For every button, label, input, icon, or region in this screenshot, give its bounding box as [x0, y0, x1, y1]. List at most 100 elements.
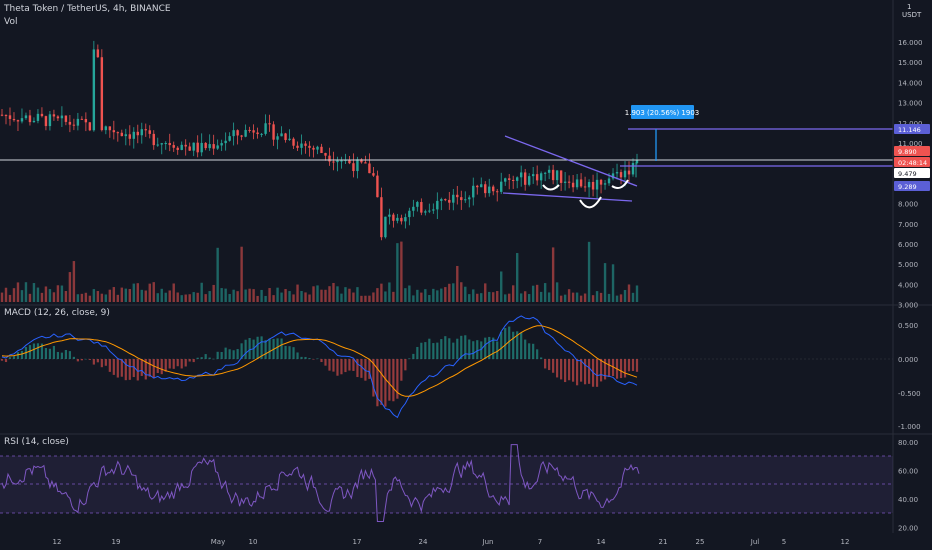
volume-bar	[392, 291, 395, 302]
volume-bar	[124, 288, 128, 302]
volume-bar	[484, 283, 487, 302]
volume-bar	[388, 282, 391, 302]
macd-histogram-bar	[548, 359, 551, 371]
volume-bar	[256, 295, 259, 302]
price-badge	[894, 124, 930, 134]
candle-body	[416, 202, 419, 207]
volume-bar	[236, 291, 239, 302]
candle-body	[519, 172, 523, 178]
lower-trendline[interactable]	[502, 192, 633, 202]
candle-body	[372, 173, 375, 176]
macd-histogram-bar	[504, 328, 507, 359]
candle-body	[272, 124, 275, 140]
macd-histogram-bar	[108, 359, 111, 372]
candle-body	[196, 142, 199, 153]
rsi-line	[1, 444, 640, 522]
volume-bar	[416, 289, 419, 302]
price-tick-label: 8.000	[898, 201, 918, 209]
macd-histogram-bar	[464, 335, 467, 359]
volume-bar	[84, 292, 88, 302]
candle-body	[312, 147, 315, 150]
macd-histogram-bar	[528, 343, 531, 359]
macd-histogram-bar	[200, 357, 203, 359]
volume-bar	[220, 288, 223, 302]
volume-bar	[232, 289, 235, 302]
candle-body	[4, 115, 8, 117]
candle-body	[208, 144, 211, 149]
macd-histogram-bar	[420, 342, 423, 359]
upper-trendline[interactable]	[504, 135, 638, 187]
volume-bar	[436, 290, 439, 302]
volume-bar	[92, 289, 96, 302]
volume-bar	[24, 282, 28, 302]
volume-bar	[108, 289, 112, 302]
price-tick-label: 4.000	[898, 281, 918, 289]
volume-bar	[104, 294, 108, 302]
candle-body	[480, 184, 483, 188]
rsi-tick-label: 20.00	[898, 524, 918, 532]
volume-bar	[80, 293, 84, 302]
volume-bar	[32, 283, 36, 302]
candle-body	[276, 136, 279, 140]
candle-body	[535, 174, 539, 181]
volume-bar	[579, 295, 583, 302]
volume-bar	[312, 286, 315, 302]
macd-histogram-bar	[224, 347, 227, 359]
macd-histogram-bar	[100, 359, 103, 368]
time-tick-label: 17	[353, 538, 362, 546]
candle-body	[212, 144, 215, 149]
macd-histogram-bar	[428, 338, 431, 359]
macd-histogram-bar	[132, 359, 135, 378]
volume-bar	[152, 282, 155, 302]
macd-histogram-bar	[60, 352, 64, 359]
volume-bar	[156, 293, 159, 302]
volume-bar	[360, 295, 363, 302]
volume-bar	[496, 291, 499, 302]
candle-body	[280, 133, 283, 137]
candle-body	[356, 159, 359, 172]
macd-histogram-bar	[328, 359, 331, 371]
volume-bar	[276, 287, 279, 302]
measure-label-box	[631, 105, 694, 119]
macd-histogram-bar	[599, 359, 603, 382]
candle-body	[388, 214, 391, 217]
candle-body	[611, 173, 615, 179]
volume-bar	[535, 284, 539, 302]
macd-histogram-bar	[408, 358, 411, 359]
volume-bar	[511, 285, 515, 302]
volume-bar	[132, 283, 135, 302]
volume-bar	[583, 293, 587, 302]
volume-bar	[404, 288, 407, 302]
macd-histogram-bar	[180, 359, 183, 369]
time-tick-label: Jul	[750, 538, 760, 546]
candle-body	[124, 134, 128, 137]
candle-body	[396, 217, 399, 221]
volume-bar	[444, 287, 447, 302]
candle-body	[500, 181, 503, 192]
volume-bar	[136, 283, 139, 302]
volume-bar	[356, 287, 359, 302]
volume-bar	[300, 290, 303, 302]
candle-body	[156, 144, 159, 146]
candle-body	[627, 170, 631, 175]
price-badge-label: 9.289	[898, 183, 917, 191]
candle-body	[531, 174, 535, 177]
volume-bar	[420, 292, 423, 302]
volume-bar	[504, 294, 507, 302]
candle-body	[268, 123, 271, 125]
time-axis[interactable]: 12 19 May 10 17 24 Jun 7 14 21 25 Jul 5 12	[53, 538, 850, 546]
volume-bar	[328, 286, 331, 302]
volume-bar	[320, 289, 323, 302]
price-badges: 11.146 9.890 02:48:14 9.479 9.289	[894, 124, 930, 191]
candle-body	[400, 217, 403, 222]
volume-bar	[240, 246, 243, 302]
macd-histogram-bar	[552, 359, 555, 373]
macd-histogram-bar	[372, 359, 375, 397]
volume-bar	[531, 285, 535, 302]
candle-body	[368, 163, 371, 174]
price-tick-label: 6.000	[898, 241, 918, 249]
candle-body	[188, 146, 191, 151]
candle-body	[96, 49, 100, 58]
time-tick-label: 14	[597, 538, 606, 546]
